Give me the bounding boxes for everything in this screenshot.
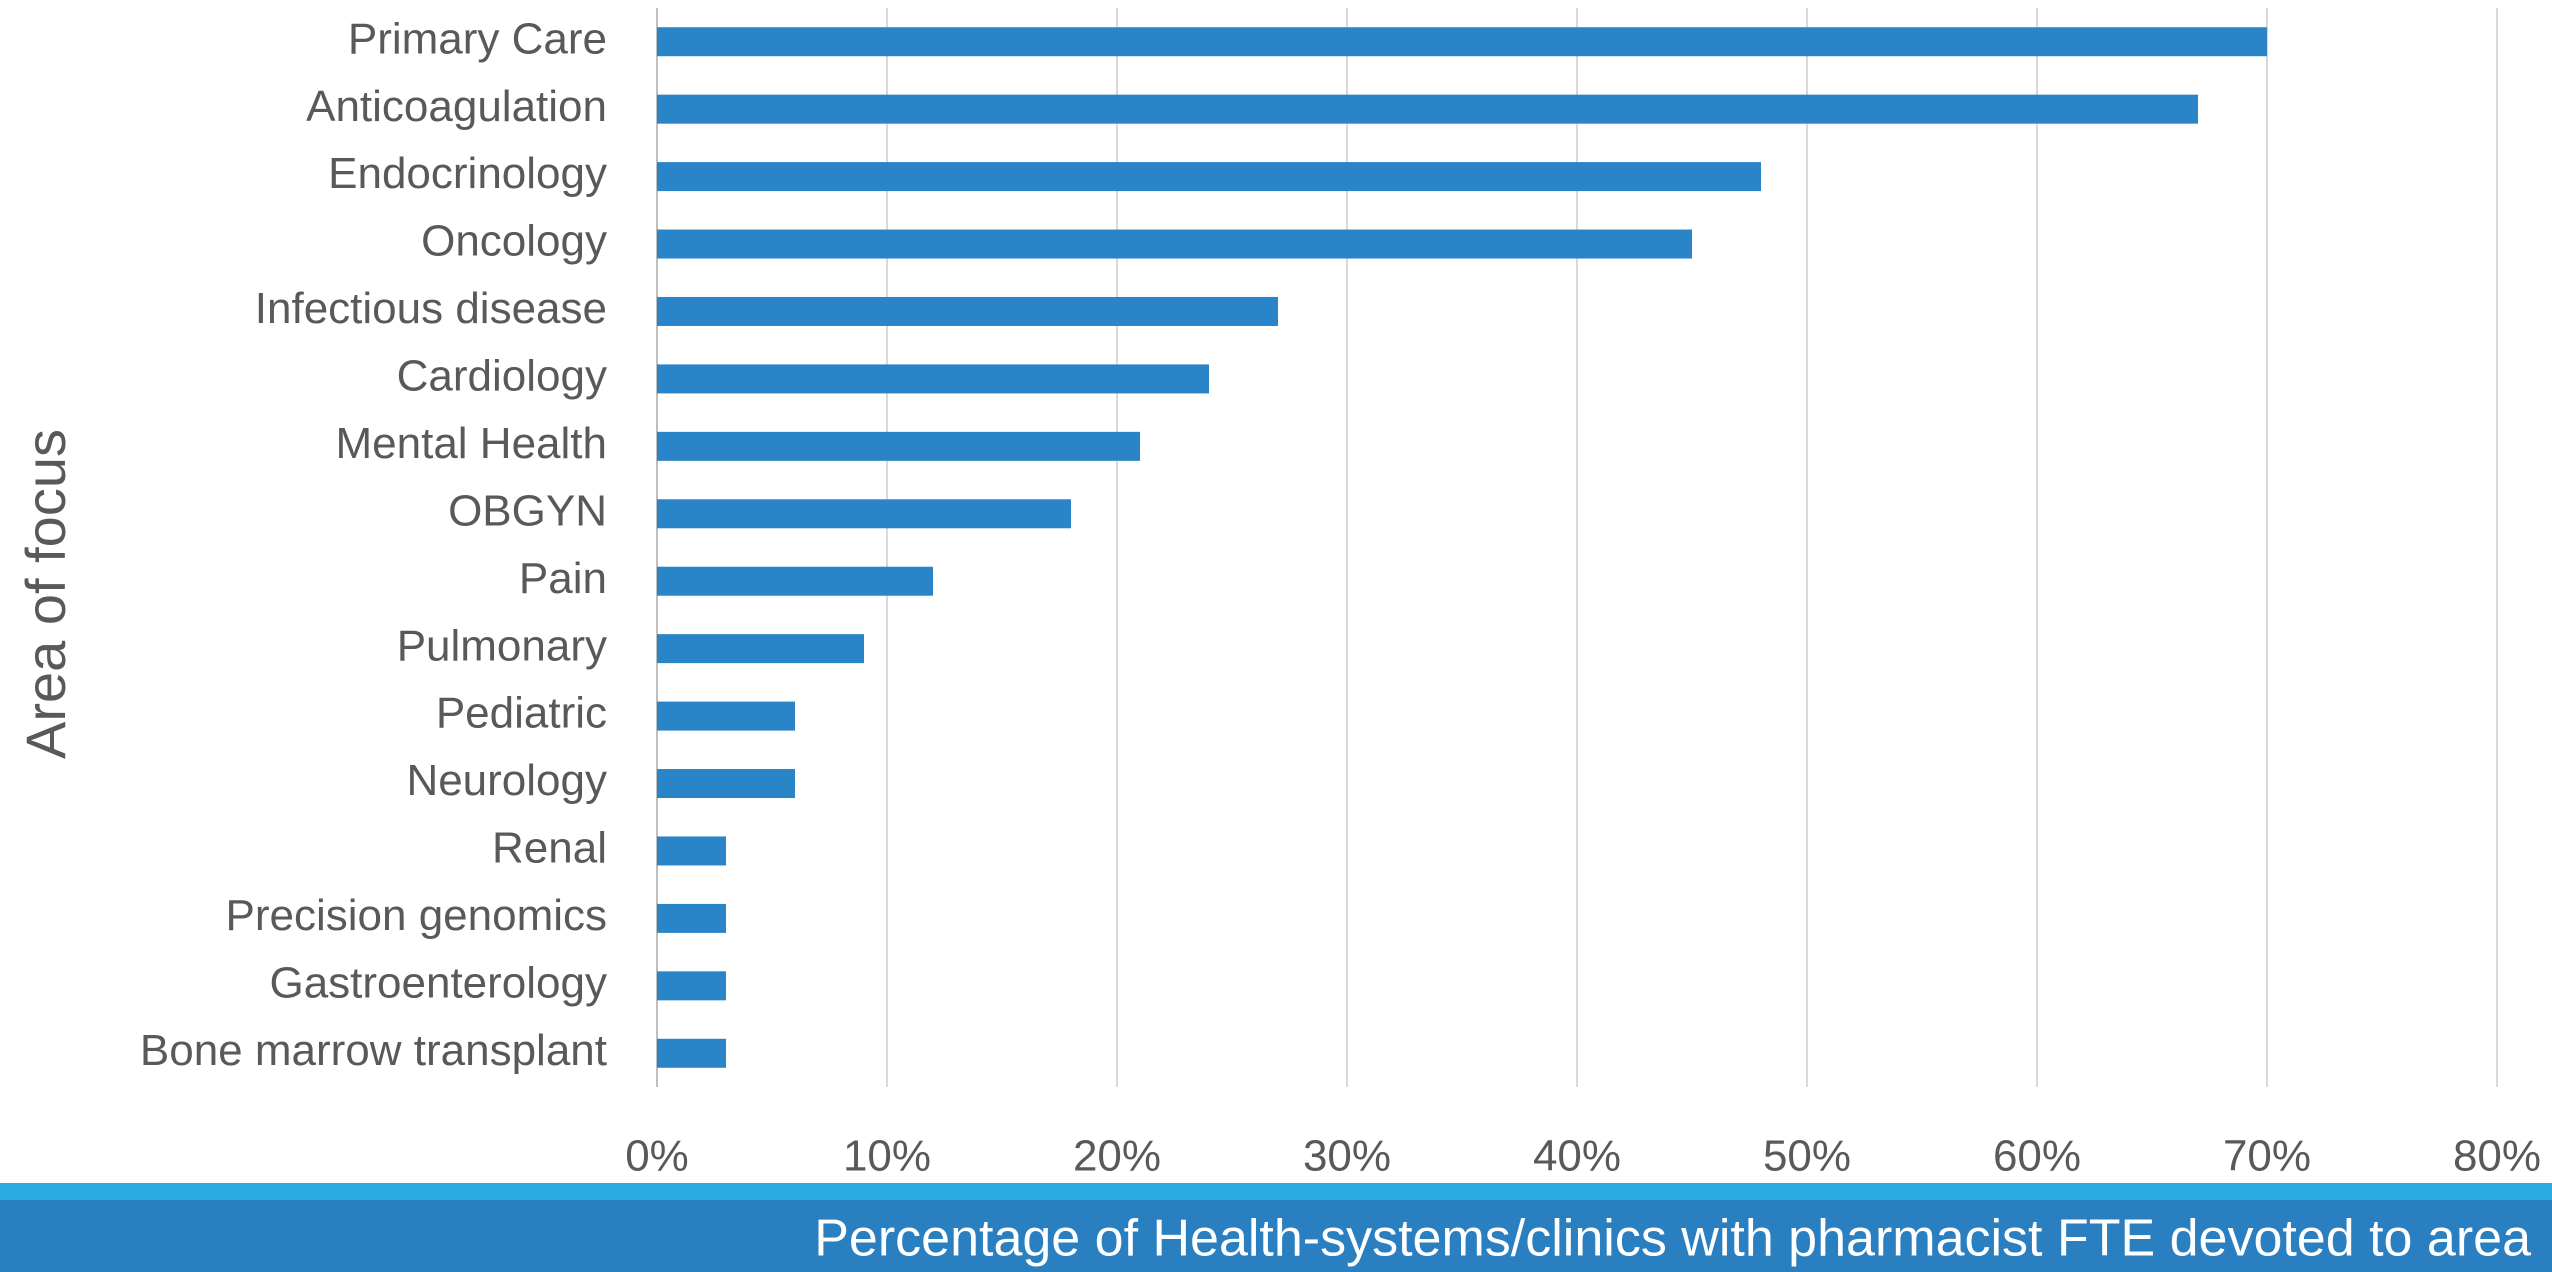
bar [657,296,1278,326]
y-tick-label: Gastroenterology [269,958,607,1007]
y-tick-label: Anticoagulation [306,82,607,131]
x-tick-label: 50% [1763,1132,1851,1181]
bar [657,769,795,799]
y-tick-label: Mental Health [336,419,607,468]
bar [657,634,864,664]
bar [657,162,1761,192]
bar [657,1038,726,1068]
accent-stripe [0,1183,2552,1200]
bar [657,903,726,933]
y-tick-label: OBGYN [448,486,607,535]
y-tick-label: Endocrinology [328,149,607,198]
bar [657,229,1692,259]
x-tick-label: 60% [1993,1132,2081,1181]
y-tick-label: Pain [519,554,607,603]
y-tick-label: Neurology [406,756,607,805]
bar [657,431,1140,461]
x-axis-title: Percentage of Health-systems/clinics wit… [814,1210,2531,1268]
y-axis-title: Area of focus [14,429,77,759]
bar [657,701,795,731]
bar [657,364,1209,394]
bar [657,499,1071,529]
y-tick-label: Pediatric [436,689,607,738]
bar [657,836,726,866]
x-tick-label: 30% [1303,1132,1391,1181]
y-tick-label: Oncology [421,217,607,266]
y-tick-label: Renal [492,824,607,873]
y-tick-label: Primary Care [348,14,607,63]
bar [657,94,2198,124]
bar [657,566,933,596]
bar [657,27,2267,57]
x-tick-label: 40% [1533,1132,1621,1181]
x-tick-label: 10% [843,1132,931,1181]
x-tick-label: 20% [1073,1132,1161,1181]
footer-band [0,1200,2552,1272]
y-tick-label: Infectious disease [255,284,607,333]
x-tick-label: 80% [2453,1132,2541,1181]
x-tick-label: 0% [625,1132,689,1181]
y-tick-label: Bone marrow transplant [140,1026,607,1075]
y-tick-label: Precision genomics [226,891,608,940]
y-tick-label: Cardiology [397,352,607,401]
bar [657,971,726,1001]
y-tick-label: Pulmonary [397,621,607,670]
x-tick-label: 70% [2223,1132,2311,1181]
